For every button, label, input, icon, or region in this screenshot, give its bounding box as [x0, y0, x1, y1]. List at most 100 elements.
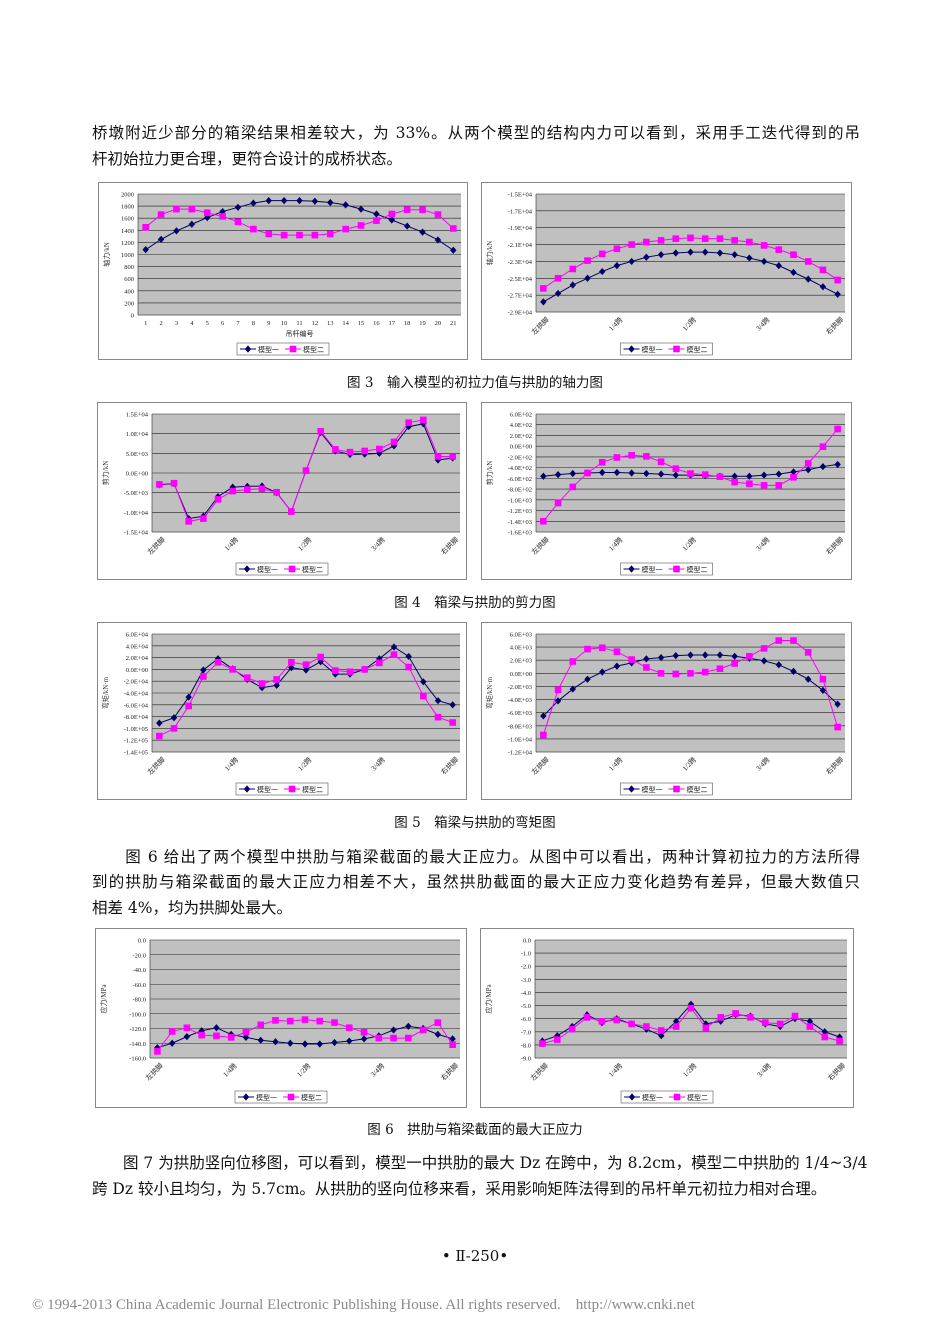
y-tick-label: 200: [124, 300, 134, 307]
paragraph-2-line-2: 到的拱肋与箱梁截面的最大正应力相差不大，虽然拱肋截面的最大正应力变化趋势有差异，…: [92, 873, 860, 891]
data-point: [346, 668, 354, 676]
x-tick-label: 3/4跨: [369, 1061, 387, 1079]
y-tick-label: -40.0: [132, 967, 146, 974]
data-point: [390, 651, 398, 658]
legend-marker: [628, 785, 635, 793]
data-point: [405, 1022, 412, 1030]
y-tick-label: 1800: [121, 204, 134, 211]
data-point: [806, 1023, 814, 1030]
y-tick-label: -140.0: [129, 1041, 146, 1048]
data-point: [302, 661, 310, 668]
y-tick-label: 2.0E+04: [126, 655, 149, 662]
data-point: [332, 446, 339, 453]
data-point: [213, 1032, 220, 1040]
x-tick-label: 左拱脚: [146, 535, 167, 556]
data-point: [701, 668, 709, 676]
data-point: [157, 211, 165, 218]
data-point: [687, 234, 694, 242]
x-tick-label: 左拱脚: [530, 535, 551, 556]
y-tick-label: -1.7E+04: [508, 208, 533, 215]
data-point: [198, 1031, 205, 1039]
data-point: [326, 230, 334, 238]
data-point: [819, 686, 827, 694]
data-point: [346, 448, 354, 456]
data-point: [569, 658, 577, 665]
data-point: [449, 453, 456, 460]
y-tick-label: 6.0E+02: [510, 412, 532, 419]
data-point: [540, 731, 547, 739]
plot-area: [535, 940, 847, 1058]
y-axis-label: 弯矩/kN·m: [485, 676, 494, 709]
data-point: [657, 458, 665, 466]
legend-label: 模型一: [642, 1093, 663, 1102]
paragraph-2-line-3: 相差 4%，均为拱脚处最大。: [92, 899, 293, 917]
data-point: [613, 648, 621, 655]
paragraph-3-line-2: 跨 Dz 较小且均匀，为 5.7cm。从拱肋的竖向位移来看，采用影响矩阵法得到的…: [92, 1180, 827, 1198]
x-tick-label: 8: [252, 320, 255, 327]
data-point: [761, 1019, 769, 1026]
data-point: [687, 651, 694, 659]
figure-4-caption: 图 4 箱梁与拱肋的剪力图: [394, 595, 556, 611]
y-tick-label: -60.0: [132, 982, 146, 989]
y-axis-label: 剪力/kN: [101, 461, 110, 486]
data-point: [242, 1033, 250, 1041]
data-point: [672, 235, 680, 242]
data-point: [244, 674, 251, 681]
data-point: [554, 499, 562, 507]
chart-box-girder-shear: -1.5E+04 -1.0E+04 -5.0E+03 0.0E+00 5.0E+03 1.…: [97, 402, 467, 580]
data-point: [272, 1017, 279, 1024]
x-tick-label: 1/2跨: [680, 535, 698, 553]
data-point: [200, 515, 207, 522]
data-point: [584, 274, 591, 282]
x-tick-label: 右拱脚: [824, 755, 845, 776]
x-tick-label: 1/2跨: [680, 755, 698, 773]
figure-5-caption: 图 5 箱梁与拱肋的弯矩图: [394, 815, 556, 831]
page-number: • Ⅱ-250•: [441, 1247, 509, 1265]
y-tick-label: 6.0E+04: [126, 632, 149, 639]
data-point: [273, 676, 280, 683]
y-tick-label: -8.0E+04: [124, 714, 149, 721]
data-point: [819, 675, 827, 683]
data-point: [198, 1027, 205, 1035]
x-tick-label: 1/4跨: [607, 315, 625, 333]
data-point: [598, 250, 606, 258]
data-point: [790, 468, 797, 476]
data-point: [449, 1041, 456, 1049]
data-point: [628, 241, 635, 248]
x-tick-label: 1/4跨: [607, 755, 625, 773]
y-tick-label: -2.5E+04: [508, 276, 533, 283]
data-point: [250, 199, 257, 207]
y-tick-label: 5.0E+03: [126, 451, 148, 458]
x-tick-label: 1/2跨: [296, 755, 314, 773]
data-point: [554, 686, 562, 694]
chart-canvas: -1.6E+03 -1.4E+03 -1.2E+03 -1.0E+03 -8.0E+02…: [485, 412, 845, 576]
y-tick-label: -1.5E+04: [124, 530, 149, 537]
data-point: [834, 723, 841, 731]
data-point: [776, 1020, 784, 1028]
legend: 模型一 模型二: [236, 342, 330, 356]
x-tick-label: 左拱脚: [529, 1061, 550, 1082]
x-tick-label: 1/4跨: [606, 1061, 624, 1079]
series-1: [154, 1022, 456, 1052]
data-point: [628, 1020, 635, 1028]
data-point: [657, 251, 665, 259]
legend-marker: [289, 345, 297, 353]
legend: 模型一 模型二: [235, 782, 329, 796]
data-point: [288, 508, 295, 515]
x-tick-label: 7: [236, 320, 240, 327]
y-tick-label: 2.0E+03: [510, 658, 532, 665]
data-point: [403, 206, 411, 214]
x-tick-label: 右拱脚: [439, 535, 460, 556]
data-point: [790, 251, 797, 258]
data-point: [628, 452, 635, 459]
legend-marker: [244, 345, 252, 353]
data-point: [746, 480, 753, 488]
chart-canvas: 0 200 400 600 800 1000 1200 1400 1600 1800 2000 轴力/…: [102, 192, 461, 356]
y-tick-label: 1600: [121, 216, 134, 223]
data-point: [584, 675, 591, 683]
legend-label: 模型二: [302, 785, 323, 794]
data-point: [360, 1035, 368, 1043]
data-point: [701, 471, 709, 478]
data-point: [643, 1023, 650, 1030]
y-tick-label: 600: [124, 276, 134, 283]
